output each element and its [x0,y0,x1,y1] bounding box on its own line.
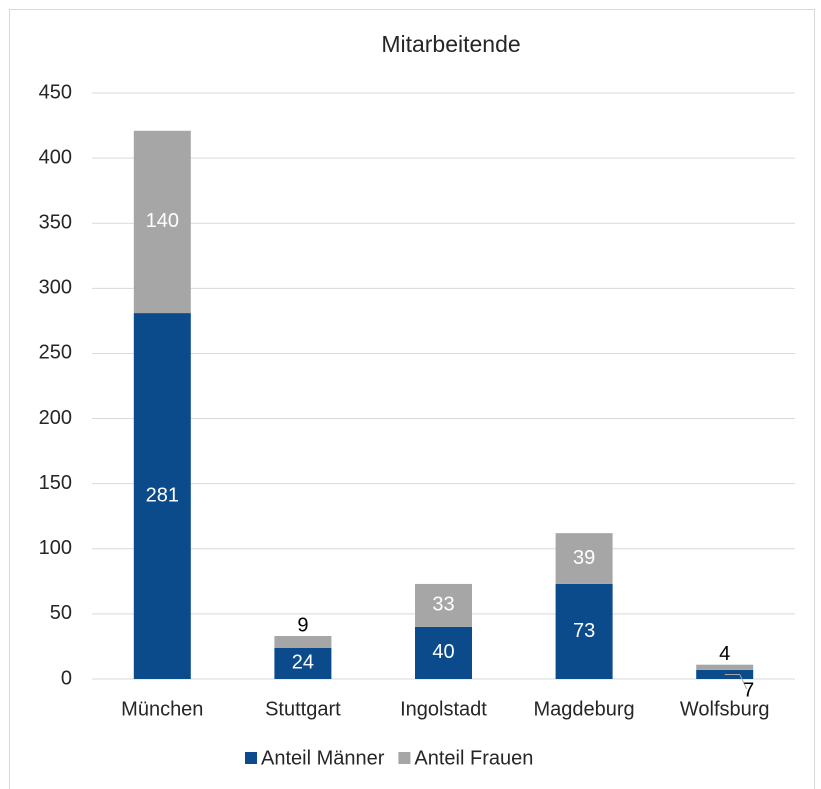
bar-segment [555,583,613,679]
y-tick-label: 0 [61,667,72,689]
bar-segment [274,647,332,679]
data-label: 140 [146,210,179,232]
x-tick-label: München [121,698,203,720]
y-tick-label: 200 [39,407,72,429]
leader-line [724,673,748,690]
chart-title: Mitarbeitende [381,31,520,57]
data-label: 281 [146,484,179,506]
bar-segment [415,583,472,627]
x-tick-label: Stuttgart [265,698,341,720]
y-tick-label: 150 [39,472,72,494]
data-label: 7 [743,679,754,701]
data-label: 73 [573,620,595,642]
bar-segment [415,626,472,679]
data-label: 24 [292,652,314,674]
data-label: 40 [432,641,454,663]
legend-label: Anteil Männer [261,747,385,769]
bar-segment [696,664,754,670]
y-tick-label: 350 [39,212,72,234]
y-tick-label: 50 [50,602,72,624]
y-tick-label: 300 [39,277,72,299]
data-label: 39 [573,547,595,569]
y-tick-label: 100 [39,537,72,559]
bar-segment [133,130,191,314]
legend-swatch [398,752,411,764]
data-label: 33 [432,594,454,616]
data-label: 9 [297,614,308,636]
x-tick-label: Wolfsburg [680,698,770,720]
y-tick-label: 400 [39,146,72,168]
bar-segment [133,313,191,679]
bar-segment [555,533,613,584]
data-label: 4 [719,643,730,665]
legend-label: Anteil Frauen [414,747,533,769]
x-tick-label: Ingolstadt [400,698,487,720]
x-tick-label: Magdeburg [534,698,635,720]
bar-segment [274,636,332,648]
chart-border [9,9,815,789]
legend-swatch [245,752,257,764]
y-tick-label: 250 [39,342,72,364]
y-tick-label: 450 [39,81,72,103]
